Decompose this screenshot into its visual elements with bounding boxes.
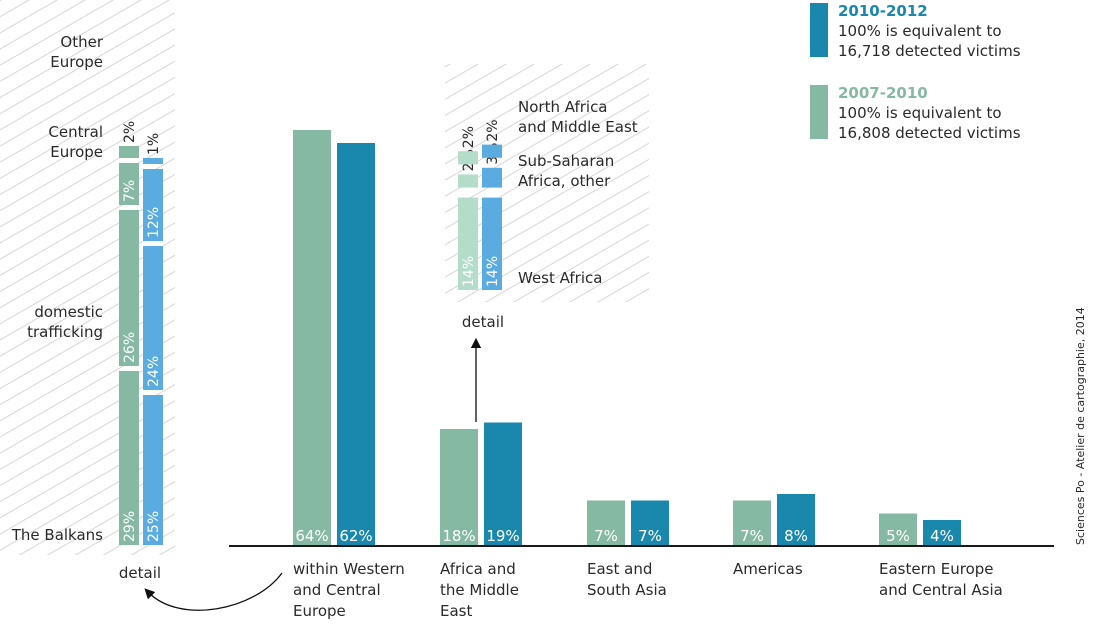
europe-detail-arrow: [144, 572, 283, 611]
europe-detail-bar-v2010-0: [143, 158, 163, 164]
legend-line1-0: 100% is equivalent to: [838, 22, 1002, 40]
africa-detail-label-0-1: and Middle East: [518, 118, 638, 136]
europe-detail-bar-v2007-1: [119, 163, 139, 205]
main-bars: 64% 62% 18% 19% 7% 7% 7% 8% 5% 4%: [293, 130, 961, 546]
bar-2007-2010-3: [733, 500, 771, 546]
bar-value-2007-2010-2: 7%: [594, 527, 618, 545]
bar-2010-2012-1: [484, 422, 522, 546]
africa-detail-background: [445, 64, 649, 302]
legend-year-1: 2007-2010: [838, 84, 928, 102]
africa-detail-value-v2010-2: 14%: [485, 256, 501, 287]
legend-line1-1: 100% is equivalent to: [838, 104, 1002, 122]
legend-swatch-0: [810, 3, 828, 57]
legend: 2010-2012 100% is equivalent to 16,718 det…: [810, 2, 1021, 142]
europe-detail-value-v2010-2: 24%: [146, 356, 162, 387]
europe-detail-label-2-0: domestic: [34, 303, 103, 321]
europe-detail-bar-v2007-0: [119, 146, 139, 158]
bar-2010-2012-0: [337, 143, 375, 546]
category-label-0-1: and Central: [293, 581, 381, 599]
bar-value-2010-2012-2: 7%: [638, 527, 662, 545]
europe-detail-label-0-0: Other: [60, 33, 103, 51]
europe-detail-label-3-0: The Balkans: [11, 526, 103, 544]
bar-2007-2010-4: [879, 513, 917, 546]
europe-detail-value-v2010-0: 1%: [146, 133, 162, 155]
africa-detail-label-1-0: Sub-Saharan: [518, 152, 614, 170]
bar-value-2007-2010-4: 5%: [886, 527, 910, 545]
africa-detail-label-0-0: North Africa: [518, 98, 608, 116]
europe-detail-bar-v2010-3: [143, 395, 163, 545]
category-labels: within Western and Central Europe Africa an…: [293, 560, 1003, 620]
africa-detail-bar-v2010-0: [482, 144, 502, 158]
europe-detail-label-2-1: trafficking: [27, 323, 103, 341]
europe-detail-value-v2007-3: 29%: [122, 511, 138, 542]
africa-detail-value-v2007-0: 2%: [461, 126, 477, 148]
bar-2010-2012-2: [631, 500, 669, 546]
europe-detail-label-1-1: Europe: [50, 143, 103, 161]
legend-line2-1: 16,808 detected victims: [838, 124, 1021, 142]
category-label-3-0: Americas: [733, 560, 803, 578]
africa-detail-bar-v2007-2: [458, 197, 478, 290]
bar-value-2010-2012-3: 8%: [784, 527, 808, 545]
africa-detail-label-1-1: Africa, other: [518, 172, 611, 190]
source-credit: Sciences Po - Atelier de cartographie, 2…: [1074, 307, 1087, 545]
europe-detail-value-v2007-0: 2%: [122, 121, 138, 143]
bar-value-2007-2010-3: 7%: [740, 527, 764, 545]
bar-2007-2010-1: [440, 429, 478, 546]
africa-detail-value-v2010-0: 2%: [485, 119, 501, 141]
europe-detail-value-v2010-1: 12%: [146, 207, 162, 238]
category-label-1-2: East: [440, 602, 472, 620]
legend-year-0: 2010-2012: [838, 2, 928, 20]
bar-value-2010-2012-0: 62%: [339, 527, 372, 545]
europe-detail-label-0-1: Europe: [50, 53, 103, 71]
category-label-0-2: Europe: [293, 602, 346, 620]
category-label-0-0: within Western: [293, 560, 405, 578]
africa-detail-label-2-0: West Africa: [518, 269, 602, 287]
legend-line2-0: 16,718 detected victims: [838, 42, 1021, 60]
europe-detail-bar-v2007-2: [119, 210, 139, 366]
europe-detail-bar-v2010-1: [143, 169, 163, 241]
bar-value-2007-2010-0: 64%: [295, 527, 328, 545]
europe-detail-value-v2010-3: 25%: [146, 511, 162, 542]
category-label-1-0: Africa and: [440, 560, 516, 578]
bar-value-2007-2010-1: 18%: [442, 527, 475, 545]
bar-value-2010-2012-4: 4%: [930, 527, 954, 545]
africa-detail-label[interactable]: detail: [462, 313, 504, 331]
europe-detail-value-v2007-2: 26%: [122, 332, 138, 363]
category-label-4-0: Eastern Europe: [879, 560, 994, 578]
africa-detail-bar-v2010-2: [482, 197, 502, 290]
bar-2010-2012-4: [923, 520, 961, 546]
legend-swatch-1: [810, 85, 828, 139]
europe-detail-panel: 29% 26% 7% 2% 25% 24% 12% 1% Other Europe Central E…: [11, 33, 163, 545]
category-label-1-1: the Middle: [440, 581, 519, 599]
bar-2010-2012-3: [777, 494, 815, 546]
bar-2007-2010-2: [587, 500, 625, 546]
category-label-4-1: and Central Asia: [879, 581, 1003, 599]
africa-detail-bar-v2007-0: [458, 151, 478, 165]
category-label-2-0: East and: [587, 560, 652, 578]
africa-detail-bar-v2007-1: [458, 174, 478, 188]
europe-detail-value-v2007-1: 7%: [122, 180, 138, 202]
europe-detail-label[interactable]: detail: [119, 564, 161, 582]
bar-value-2010-2012-1: 19%: [486, 527, 519, 545]
africa-detail-bar-v2010-1: [482, 167, 502, 188]
africa-detail-value-v2007-2: 14%: [461, 256, 477, 287]
europe-detail-bar-v2007-3: [119, 371, 139, 545]
europe-detail-bar-v2010-2: [143, 246, 163, 390]
bar-2007-2010-0: [293, 130, 331, 546]
category-label-2-1: South Asia: [587, 581, 667, 599]
europe-detail-label-1-0: Central: [48, 123, 103, 141]
